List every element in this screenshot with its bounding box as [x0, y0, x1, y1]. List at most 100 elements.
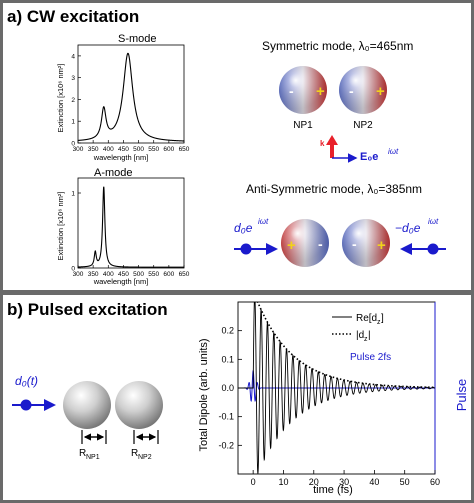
section-b-frame [0, 292, 474, 503]
a-mode-x-tick-label: 300 [73, 271, 84, 278]
right-dipole-exponent: iωt [428, 217, 439, 226]
a-mode-x-tick-label: 350 [88, 271, 99, 278]
section-a-heading: a) CW excitation [7, 7, 139, 26]
pulse-line [238, 369, 435, 403]
grey-sphere-np1 [63, 381, 111, 429]
legend-abs-dz-name: |d [356, 330, 364, 341]
dipole-y-tick-label: 0.1 [221, 354, 234, 364]
time-x-tick-label: 40 [369, 477, 379, 487]
time-xlabel: time (fs) [313, 484, 353, 496]
a-mode-x-tick-label: 650 [179, 271, 190, 278]
a-mode-chart: A-mode 300 350 400 450 500 550 600 650 0 1 wavele… [56, 167, 190, 286]
legend: Re[d z ] |d z | [330, 311, 428, 345]
plus-sign: + [376, 83, 385, 100]
legend-abs-dz-suffix: | [368, 330, 371, 341]
np1-sphere-symmetric: - + [279, 66, 327, 114]
s-mode-x-tick-label: 300 [73, 146, 84, 153]
s-mode-y-tick-label: 0 [71, 141, 75, 148]
plus-sign: + [316, 83, 325, 100]
section-a-frame [0, 0, 474, 293]
s-mode-x-tick-label: 600 [163, 146, 174, 153]
time-x-tick-label: 60 [430, 477, 440, 487]
s-mode-x-tick-label: 350 [88, 146, 99, 153]
np2-sphere-antisymmetric: - + [342, 219, 390, 267]
symmetric-mode-title: Symmetric mode, λ₀=465nm [262, 39, 413, 53]
np2-label: NP2 [353, 120, 373, 131]
a-mode-x-tick-label: 500 [133, 271, 144, 278]
s-mode-y-tick-label: 2 [71, 97, 75, 104]
a-mode-axes: 300 350 400 450 500 550 600 650 0 1 [71, 177, 190, 278]
minus-sign: - [318, 236, 323, 252]
dipole-y-tick-label: 0.2 [221, 326, 234, 336]
dipole-time-chart: 0 10 20 30 40 50 60 -0.2 -0.1 0.0 0.1 0.2 time (fs)… [198, 301, 469, 496]
a-mode-xlabel: wavelength [nm] [93, 277, 149, 286]
k-label: k [320, 139, 325, 148]
s-mode-x-tick-label: 500 [133, 146, 144, 153]
plus-sign: + [287, 237, 296, 254]
grey-sphere-np2 [115, 381, 163, 429]
r-np1-bracket: R NP1 [79, 430, 107, 461]
dipole-y-tick-label: -0.1 [218, 412, 234, 422]
minus-sign: - [289, 83, 294, 99]
left-dipole-label: d₀e [234, 221, 253, 235]
abs-dz-line [256, 302, 435, 389]
s-mode-axes: 300 350 400 450 500 550 600 650 0 1 2 3 4 [71, 44, 190, 153]
pulse-y2label: Pulse [454, 379, 469, 412]
legend-abs-dz-sub: z [364, 336, 368, 343]
right-dipole-label: −d₀e [395, 221, 421, 235]
time-x-tick-label: 0 [251, 477, 256, 487]
dipole-y-tick-label: 0.0 [221, 383, 234, 393]
minus-sign: - [352, 236, 357, 252]
pulse-annotation: Pulse 2fs [350, 352, 391, 363]
s-mode-x-tick-label: 650 [179, 146, 190, 153]
section-b-heading: b) Pulsed excitation [7, 300, 168, 319]
s-mode-spectrum-line [77, 52, 185, 142]
s-mode-label: S-mode [118, 33, 157, 45]
s-mode-y-tick-label: 1 [71, 119, 75, 126]
s-mode-chart: S-mode 300 350 400 450 500 550 600 650 0 1 2 3 4 wav… [56, 33, 190, 162]
pulsed-dipole-label: d₀(t) [15, 374, 38, 388]
a-mode-x-tick-label: 450 [118, 271, 129, 278]
s-mode-ylabel: Extinction [x10⁶ nm²] [56, 64, 65, 133]
plus-sign: + [377, 237, 386, 254]
s-mode-y-tick-label: 4 [71, 53, 75, 60]
left-dipole-exponent: iωt [258, 217, 269, 226]
e-field-label: E₀e [360, 151, 378, 163]
time-x-tick-label: 10 [278, 477, 288, 487]
time-x-tick-label: 50 [400, 477, 410, 487]
a-mode-y-tick-label: 0 [71, 266, 75, 273]
minus-sign: - [349, 83, 354, 99]
a-mode-x-tick-label: 550 [148, 271, 159, 278]
a-mode-x-tick-label: 400 [103, 271, 114, 278]
dipole-y-tick-label: -0.2 [218, 440, 234, 450]
legend-background [330, 311, 428, 345]
time-x-tick-label: 30 [339, 477, 349, 487]
a-mode-label: A-mode [94, 167, 133, 179]
np2-sphere-symmetric: - + [339, 66, 387, 114]
r-np1-label: R [79, 448, 86, 459]
s-mode-plot-frame [77, 44, 185, 144]
r-np1-subscript: NP1 [86, 454, 100, 461]
s-mode-y-tick-label: 3 [71, 75, 75, 82]
s-mode-x-tick-label: 550 [148, 146, 159, 153]
legend-re-dz-sub: z [377, 319, 381, 326]
legend-re-dz-name: Re[d [356, 313, 377, 324]
a-mode-x-tick-label: 600 [163, 271, 174, 278]
r-np2-label: R [131, 448, 138, 459]
r-np2-bracket: R NP2 [131, 430, 159, 461]
time-x-tick-label: 20 [309, 477, 319, 487]
a-mode-plot-frame [77, 177, 185, 269]
s-mode-x-tick-label: 400 [103, 146, 114, 153]
total-dipole-ylabel: Total Dipole (arb. units) [198, 338, 210, 451]
a-mode-y-tick-label: 1 [71, 191, 75, 198]
legend-re-dz-suffix: ] [381, 313, 384, 324]
k-vector-icon: k [320, 135, 338, 158]
e-field-exponent: iωt [388, 147, 399, 156]
a-mode-ylabel: Extinction [x10⁶ nm²] [56, 192, 65, 261]
s-mode-x-tick-label: 450 [118, 146, 129, 153]
re-dz-line [238, 302, 435, 474]
r-np2-subscript: NP2 [138, 454, 152, 461]
s-mode-xlabel: wavelength [nm] [93, 153, 149, 162]
antisymmetric-mode-title: Anti-Symmetric mode, λ₀=385nm [246, 182, 422, 196]
